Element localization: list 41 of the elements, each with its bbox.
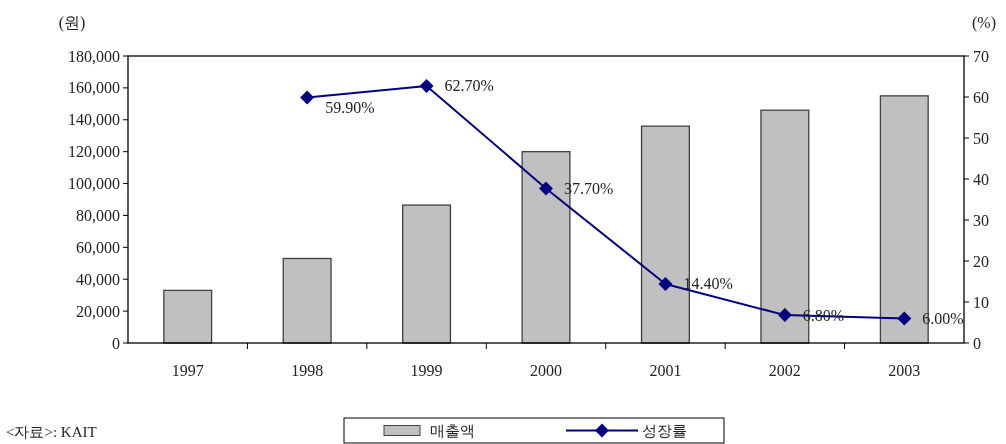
bar [402,204,452,344]
data-label: 59.90% [325,98,375,116]
bar [282,257,332,344]
y2-tick-label: 0 [973,334,981,352]
y-tick-label: 160,000 [68,79,120,97]
point [419,78,434,93]
y2-tick-label: 50 [973,129,989,147]
y-tick-label: 80,000 [76,206,120,224]
legend-label: 성장률 [642,422,687,439]
text: <자료>: KAIT [6,424,97,440]
y-tick-label: 140,000 [68,111,120,129]
point [300,90,315,105]
y-tick-label: 20,000 [76,302,120,320]
x-tick-label: 2000 [530,361,562,379]
y-tick-label: 60,000 [76,238,120,256]
y2-tick-label: 20 [973,252,989,270]
x-tick-label: 2002 [768,361,801,379]
point [658,276,673,291]
y-tick-label: 0 [112,334,120,352]
x-tick-label: 1998 [291,361,324,379]
x-tick-label: 1999 [410,361,443,379]
point [539,181,553,196]
y2-tick-label: 40 [973,170,989,188]
y-tick-label: 40,000 [76,270,120,288]
point [777,308,792,323]
y2-tick-label: 30 [973,211,989,229]
y-tick-label: 100,000 [68,175,120,193]
data-label: 62.70% [444,77,494,95]
y2-tick-label: 10 [973,293,989,311]
x-tick-label: 2001 [649,361,682,379]
y-tick-label: 120,000 [68,143,120,161]
x-tick-label: 2003 [888,361,921,379]
y2-tick-label: 70 [973,47,989,65]
y2-tick-label: 60 [973,88,989,106]
legend-label: 매출액 [430,422,475,439]
y2-axis-title: (%) [972,13,996,32]
x-tick-label: 1997 [171,361,204,379]
y-axis-title: (원) [58,13,86,32]
y-tick-label: 180,000 [68,47,120,65]
point [897,311,912,326]
bar [163,289,213,344]
